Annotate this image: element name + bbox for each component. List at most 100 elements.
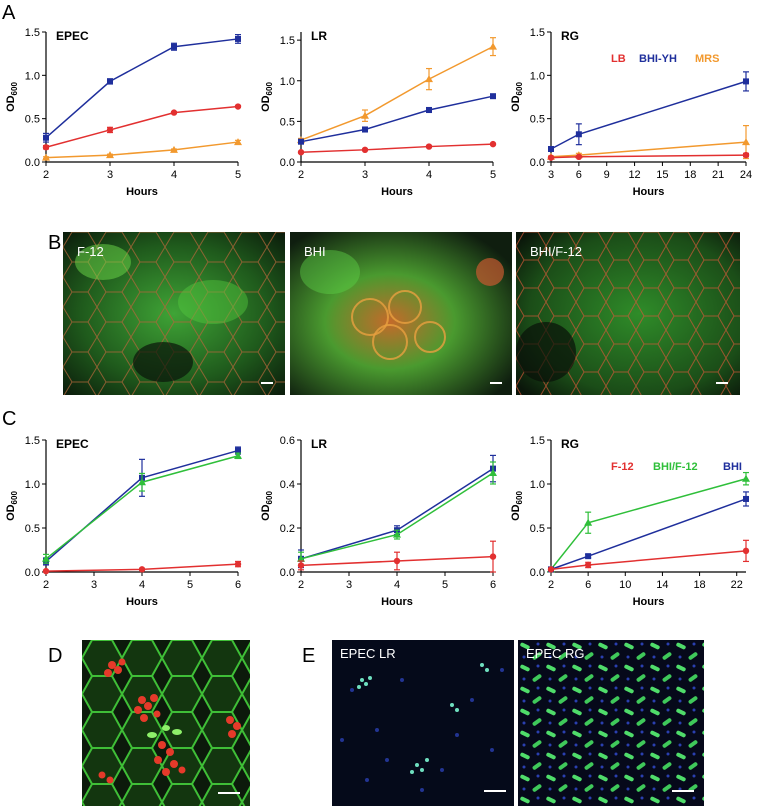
x-tick-label: 4 [139,579,145,591]
y-axis-label: OD600 [510,491,524,521]
chart-title: RG [561,437,579,451]
y-axis-label: OD600 [260,82,274,112]
x-tick-label: 22 [731,579,743,591]
data-point [742,138,750,146]
data-point [297,562,305,569]
data-point [138,566,146,573]
data-point [42,144,50,151]
x-tick-label: 2 [298,169,304,181]
micrograph-d-image [82,640,250,806]
x-tick-label: 3 [346,579,352,591]
y-tick-label: 1.5 [530,27,545,39]
panel-letter-b: B [48,232,62,254]
y-tick-label: 0.5 [25,523,40,535]
data-point [361,111,369,119]
data-point [584,561,592,569]
x-tick-label: 24 [740,169,752,181]
legend-entry: BHI [723,461,742,473]
data-point [489,553,497,560]
series-line [45,38,239,139]
scale-bar [490,382,502,384]
data-point [489,42,497,50]
micrograph-b-bhi-f12: BHI/F-12 [516,232,740,395]
chart-c-rg: 0.0 0.5 1.0 1.5 2 6 10 14 18 22 Hours OD600 RG F-12 BH… [510,435,750,608]
series-line [300,467,494,560]
data-point [234,103,242,110]
series-line [300,95,494,143]
data-point [107,78,113,85]
y-tick-label: 0.5 [530,523,545,535]
legend-entry: BHI-YH [639,53,677,65]
x-tick-label: 2 [43,169,49,181]
micrograph-label: F-12 [77,244,104,259]
x-tick-label: 3 [362,169,368,181]
data-point [170,109,178,116]
x-axis-label: Hours [126,596,158,608]
x-tick-label: 10 [619,579,631,591]
scale-bar [672,790,694,792]
data-point [171,43,177,50]
x-tick-label: 5 [442,579,448,591]
x-tick-label: 3 [107,169,113,181]
chart-title: EPEC [56,437,89,451]
data-point [42,567,50,575]
x-axis-label: Hours [633,186,665,198]
y-tick-label: 0.2 [280,523,295,535]
x-tick-label: 2 [43,579,49,591]
x-tick-label: 6 [585,579,591,591]
data-point [234,451,242,459]
series-line [300,45,494,141]
data-point [43,134,49,141]
chart-title: LR [311,29,327,43]
panel-letter-d: D [48,645,63,667]
y-tick-label: 0.5 [530,114,545,126]
series-line [550,80,747,150]
data-point [361,146,369,154]
data-point [393,557,401,565]
y-tick-label: 1.0 [530,479,545,491]
x-tick-label: 21 [712,169,724,181]
data-point [106,151,114,159]
data-point [235,35,241,42]
y-axis-label: OD600 [260,491,274,521]
x-axis-label: Hours [381,186,413,198]
data-point [170,145,178,153]
data-point [742,151,750,159]
y-tick-label: 0.6 [280,435,295,447]
y-tick-label: 0.0 [280,157,295,169]
data-point [743,495,749,502]
chart-c-epec: 0.0 0.5 1.0 1.5 2 3 4 5 6 Hours OD600 EPEC [5,435,242,608]
data-point [575,131,582,138]
y-tick-label: 0.0 [25,567,40,579]
x-tick-label: 9 [604,169,610,181]
scale-bar [218,792,240,794]
x-tick-label: 3 [548,169,554,181]
y-tick-label: 0.0 [530,567,545,579]
y-tick-label: 0.5 [280,116,295,128]
legend-entry: LB [611,53,626,65]
x-tick-label: 6 [576,169,582,181]
data-point [585,553,592,560]
micrograph-b-bhi: BHI [290,232,512,395]
data-point [362,126,368,133]
series-line [300,143,494,153]
scale-bar [484,790,506,792]
x-tick-label: 6 [235,579,241,591]
chart-c-lr: 0.0 0.2 0.4 0.6 2 3 4 5 6 Hours OD600 LR [260,435,497,608]
series-line [550,477,747,570]
micrograph-label: BHI/F-12 [530,244,583,259]
y-tick-label: 1.0 [25,70,40,82]
chart-title: RG [561,29,579,43]
panel-letter-c: C [2,408,17,430]
data-point [547,154,555,161]
series-line [300,472,494,560]
x-tick-label: 18 [684,169,696,181]
data-point [297,149,305,156]
x-tick-label: 12 [628,169,640,181]
chart-a-rg: 0.0 0.5 1.0 1.5 3 6 9 12 15 18 21 24 Hours OD600 RG LB B… [510,27,752,198]
x-tick-label: 18 [693,579,705,591]
y-tick-label: 1.5 [25,435,40,447]
legend-entry: MRS [695,53,719,65]
x-tick-label: 4 [394,579,400,591]
data-point [489,469,497,476]
